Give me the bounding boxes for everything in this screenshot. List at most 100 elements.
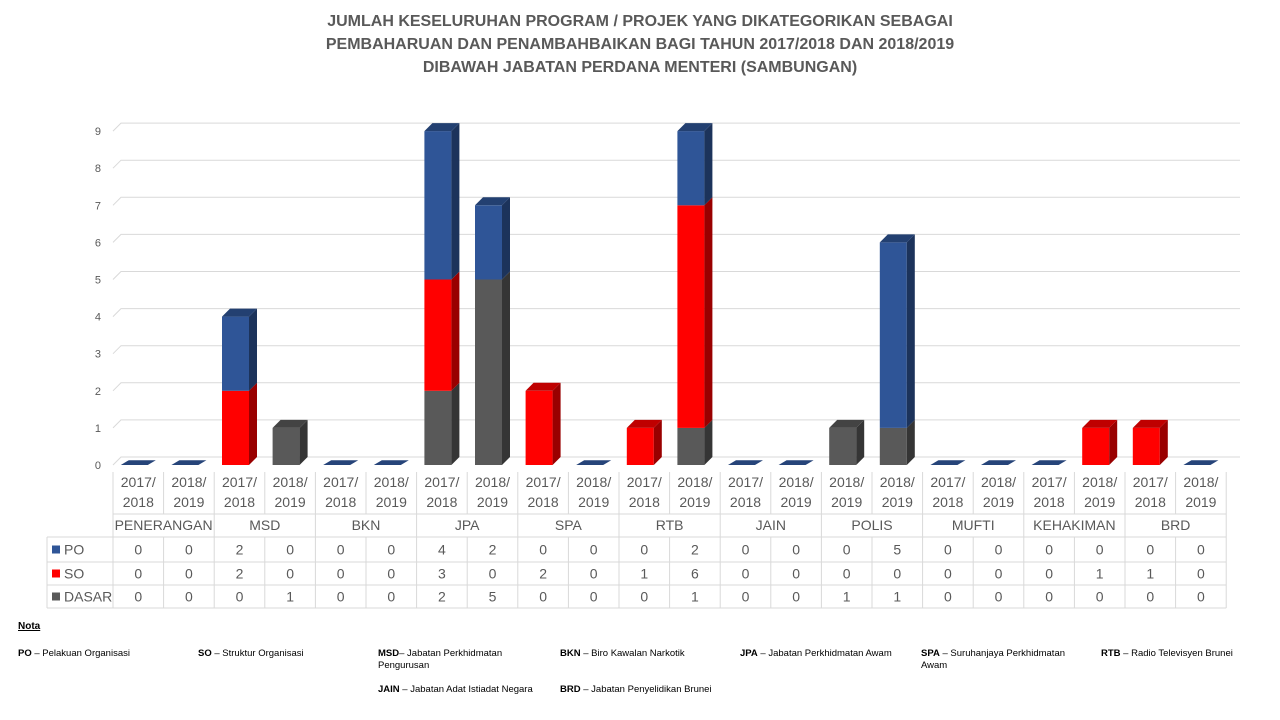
data-label: 2 xyxy=(236,542,244,558)
bar-so-top xyxy=(626,419,662,428)
data-label: 0 xyxy=(792,566,800,582)
zero-bar xyxy=(373,460,409,465)
chart-title-line-2: PEMBAHARUAN DAN PENAMBAHBAIKAN BAGI TAHU… xyxy=(325,36,955,53)
data-label: 2 xyxy=(236,566,244,582)
gridline xyxy=(112,382,1240,392)
gridline xyxy=(112,122,1240,132)
x-tick-label: 2019 xyxy=(882,494,913,510)
data-label: 0 xyxy=(843,566,851,582)
x-tick-label: 2018 xyxy=(730,494,761,510)
x-tick-label: 2018 xyxy=(528,494,559,510)
x-tick-label: 2018 xyxy=(932,494,963,510)
data-label: 2 xyxy=(438,589,446,605)
bar-so-side xyxy=(552,382,561,465)
bar-so-top xyxy=(1082,419,1118,428)
nota-item-so: SO – Struktur Organisasi xyxy=(198,648,304,659)
zero-bar xyxy=(323,460,359,465)
bar-so xyxy=(1082,427,1110,465)
bar-so xyxy=(626,427,654,465)
bar-po-side xyxy=(451,123,460,280)
bar-po-top xyxy=(879,234,915,243)
x-tick-label: 2018/ xyxy=(475,474,510,490)
data-label: 0 xyxy=(995,542,1003,558)
bar-so-side xyxy=(704,197,713,428)
chart-title: JUMLAH KESELURUHAN PROGRAM / PROJEK YANG… xyxy=(0,10,1280,79)
group-label: JAIN xyxy=(756,517,786,533)
bar-so-top xyxy=(1132,419,1168,428)
data-label: 0 xyxy=(1197,542,1205,558)
data-label: 1 xyxy=(1146,566,1154,582)
x-tick-label: 2017/ xyxy=(424,474,459,490)
bar-dasar-side xyxy=(502,271,510,465)
y-tick-label: 3 xyxy=(95,349,101,361)
y-tick-label: 0 xyxy=(95,460,101,472)
zero-bar xyxy=(576,460,612,465)
x-tick-label: 2017/ xyxy=(222,474,257,490)
group-label: MUFTI xyxy=(952,517,995,533)
nota-item-spa: SPA – Suruhanjaya Perkhidmatan Awam xyxy=(921,648,1066,671)
x-tick-label: 2019 xyxy=(173,494,204,510)
bar-po-side xyxy=(906,234,915,428)
zero-bar xyxy=(120,460,156,465)
x-tick-label: 2018 xyxy=(1135,494,1166,510)
zero-bar xyxy=(728,460,763,465)
gridline xyxy=(112,196,1240,206)
bar-dasar xyxy=(879,427,907,465)
nota-item-jain: JAIN – Jabatan Adat Istiadat Negara xyxy=(378,684,533,695)
data-label: 0 xyxy=(185,566,193,582)
x-tick-label: 2017/ xyxy=(323,474,358,490)
data-label: 0 xyxy=(539,589,547,605)
bar-po-top xyxy=(475,197,510,206)
zero-bar xyxy=(778,460,814,465)
chart-title-line-3: DIBAWAH JABATAN PERDANA MENTERI (SAMBUNG… xyxy=(422,59,858,76)
x-tick-label: 2018/ xyxy=(880,474,915,490)
zero-bar xyxy=(981,460,1016,465)
x-tick-label: 2018/ xyxy=(779,474,814,490)
bar-so-side xyxy=(653,419,662,465)
group-label: PENERANGAN xyxy=(115,517,213,533)
data-label: 0 xyxy=(742,566,750,582)
bar-dasar xyxy=(272,427,300,465)
x-tick-label: 2019 xyxy=(679,494,710,510)
x-tick-label: 2019 xyxy=(477,494,508,510)
bar-so-side xyxy=(249,382,257,465)
bar-so xyxy=(222,390,249,465)
gridline xyxy=(112,159,1240,169)
bar-dasar xyxy=(475,279,502,465)
y-tick-label: 9 xyxy=(95,126,101,138)
data-label: 0 xyxy=(590,566,598,582)
x-tick-label: 2017/ xyxy=(627,474,662,490)
bar-po xyxy=(879,242,907,428)
data-label: 0 xyxy=(387,589,395,605)
gridline xyxy=(112,271,1240,280)
group-label: RTB xyxy=(656,517,684,533)
zero-bar xyxy=(1031,460,1067,465)
zero-bar xyxy=(1183,460,1219,465)
gridline xyxy=(112,456,1240,466)
x-tick-label: 2018 xyxy=(325,494,356,510)
data-label: 0 xyxy=(640,589,648,605)
bar-po-side xyxy=(249,308,257,391)
bar-po-side xyxy=(704,123,713,206)
nota-item-msd: MSD– Jabatan Perkhidmatan Pengurusan xyxy=(378,648,503,671)
data-label: 0 xyxy=(1045,566,1053,582)
data-label: 6 xyxy=(691,566,699,582)
data-label: 0 xyxy=(792,542,800,558)
data-label: 0 xyxy=(185,589,193,605)
data-label: 1 xyxy=(286,589,294,605)
x-tick-label: 2018 xyxy=(224,494,255,510)
bar-dasar-side xyxy=(906,419,915,465)
data-label: 4 xyxy=(438,542,446,558)
data-label: 5 xyxy=(489,589,497,605)
data-label: 0 xyxy=(1146,542,1154,558)
nota-item-jpa: JPA – Jabatan Perkhidmatan Awam xyxy=(740,648,892,659)
bar-po xyxy=(424,131,452,280)
data-label: 0 xyxy=(1146,589,1154,605)
x-tick-label: 2019 xyxy=(578,494,609,510)
group-label: SPA xyxy=(555,517,583,533)
data-label: 0 xyxy=(1045,542,1053,558)
bar-so xyxy=(1132,427,1160,465)
data-label: 1 xyxy=(843,589,851,605)
legend-label-po: PO xyxy=(64,542,84,558)
data-label: 0 xyxy=(792,589,800,605)
